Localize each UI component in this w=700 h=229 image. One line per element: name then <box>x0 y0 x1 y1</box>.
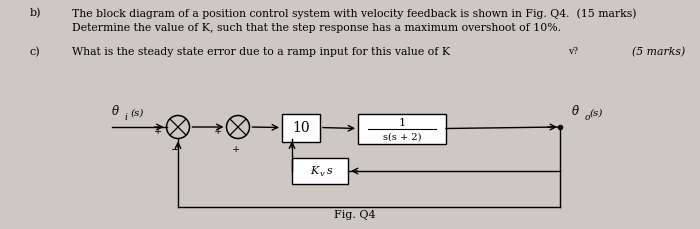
Bar <box>282 114 320 142</box>
Text: i: i <box>125 112 127 121</box>
Text: +: + <box>214 126 223 135</box>
Text: s(s + 2): s(s + 2) <box>383 132 421 141</box>
Text: b): b) <box>30 8 41 18</box>
Text: (5 marks): (5 marks) <box>631 47 685 57</box>
Text: v?: v? <box>568 47 578 56</box>
Text: Determine the value of K, such that the step response has a maximum overshoot of: Determine the value of K, such that the … <box>72 23 561 33</box>
Bar <box>292 158 348 184</box>
Text: 10: 10 <box>292 121 310 135</box>
Text: +: + <box>154 126 162 135</box>
Text: (s): (s) <box>590 109 603 117</box>
Text: v: v <box>320 170 325 178</box>
Text: c): c) <box>30 47 41 57</box>
Text: Fig. Q4: Fig. Q4 <box>334 209 376 219</box>
Text: θ: θ <box>572 105 579 117</box>
Text: What is the steady state error due to a ramp input for this value of K: What is the steady state error due to a … <box>72 47 450 57</box>
Text: 1: 1 <box>398 117 405 128</box>
Text: −: − <box>171 145 181 155</box>
Text: s: s <box>327 166 332 176</box>
Text: The block diagram of a position control system with velocity feedback is shown i: The block diagram of a position control … <box>72 8 636 19</box>
Bar <box>358 114 446 144</box>
Text: θ: θ <box>111 105 118 117</box>
Text: (s): (s) <box>130 109 144 117</box>
Text: +: + <box>232 145 240 154</box>
Text: o: o <box>585 112 590 121</box>
Text: K: K <box>309 166 318 176</box>
